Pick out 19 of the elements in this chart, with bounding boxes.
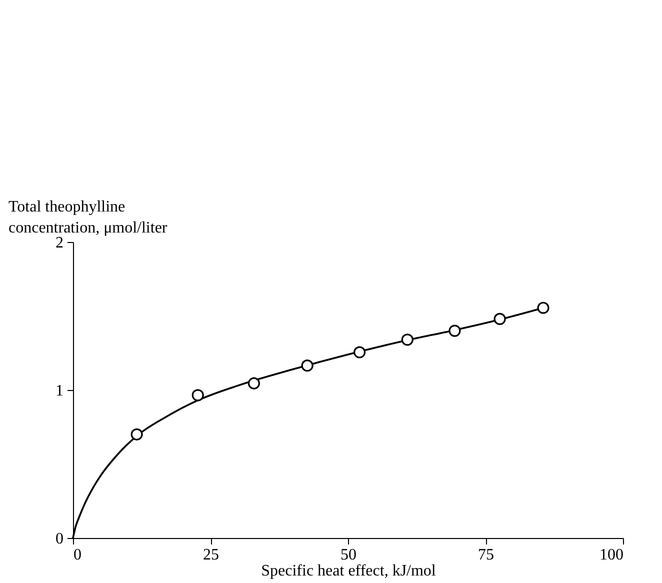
point (494, 312, 506, 325)
y-axis-title: Total theophylline concentration, μmol/liter (8, 198, 168, 236)
y-tick-label: 0 (56, 530, 64, 548)
point (448, 324, 461, 337)
y-tick-label: 2 (56, 234, 64, 252)
x-tick-label: 50 (340, 546, 356, 564)
point (354, 346, 366, 358)
x-tick-label: 75 (478, 546, 494, 564)
point (537, 302, 550, 314)
point (301, 360, 314, 372)
x-axis-title: Specific heat effect, kJ/mol (261, 562, 436, 580)
point (401, 334, 414, 346)
point (248, 377, 260, 390)
point (192, 389, 204, 402)
x-tick-label: 100 (600, 546, 624, 564)
x-tick-label: 25 (203, 546, 219, 564)
point (130, 428, 143, 440)
y-tick-label: 1 (56, 382, 64, 400)
x-tick-label: 0 (74, 546, 82, 564)
